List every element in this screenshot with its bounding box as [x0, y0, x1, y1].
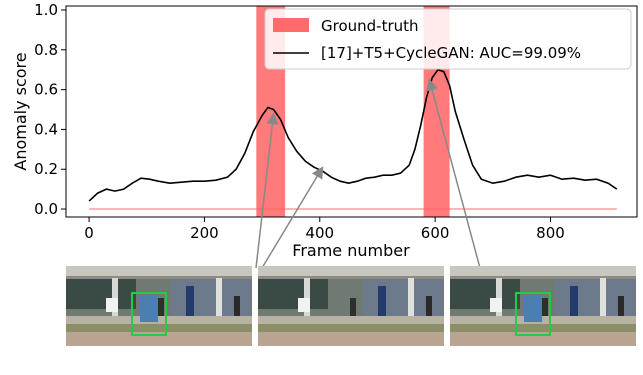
x-axis-label: Frame number — [292, 241, 410, 260]
running-person — [140, 296, 158, 322]
legend-label-series: [17]+T5+CycleGAN: AUC=99.09% — [321, 44, 581, 62]
annotation-arrow-2 — [261, 166, 324, 269]
annotation-arrow-3 — [426, 78, 481, 269]
roof-edge — [258, 276, 444, 279]
detection-box — [515, 292, 551, 336]
paved-ground — [258, 332, 444, 346]
line-layer — [88, 68, 618, 202]
y-tick-label: 1.0 — [34, 1, 58, 19]
walkway — [450, 316, 636, 324]
walkway — [258, 316, 444, 324]
running-person — [524, 296, 542, 322]
pedestrian-1 — [618, 296, 624, 316]
pedestrian-2 — [158, 298, 164, 316]
paved-ground — [66, 332, 252, 346]
pedestrian-1 — [234, 296, 240, 316]
roof-edge — [450, 276, 636, 279]
frame-thumbnail-2 — [258, 266, 444, 346]
y-tick-label: 0.8 — [34, 41, 58, 59]
pedestrian-2 — [350, 298, 356, 316]
y-tick-label: 0.0 — [34, 200, 58, 218]
frame-thumbnail-1 — [66, 266, 252, 346]
dark-area — [450, 279, 520, 309]
detection-box — [131, 292, 167, 336]
walkway — [66, 316, 252, 324]
lawn — [450, 324, 636, 334]
pedestrian-2 — [542, 298, 548, 316]
dark-area — [66, 279, 136, 309]
y-tick-label: 0.6 — [34, 81, 58, 99]
ceiling — [258, 266, 444, 278]
legend-swatch-ground-truth — [273, 18, 309, 32]
lawn — [66, 324, 252, 334]
sign-board — [490, 298, 502, 312]
frame-scene — [450, 266, 636, 346]
ceiling — [450, 266, 636, 278]
legend: Ground-truth [17]+T5+CycleGAN: AUC=99.09% — [264, 8, 632, 70]
roof-edge — [66, 276, 252, 279]
y-axis-label: Anomaly score — [11, 52, 30, 170]
legend-label-ground-truth: Ground-truth — [321, 17, 419, 35]
frame-thumbnail-3 — [450, 266, 636, 346]
x-tick-label: 400 — [305, 224, 334, 242]
sign-board — [298, 298, 310, 312]
annotation-arrows — [255, 78, 481, 269]
sign-board — [106, 298, 118, 312]
x-tick-label: 0 — [84, 224, 94, 242]
pedestrian-1 — [426, 296, 432, 316]
x-tick-label: 600 — [421, 224, 450, 242]
frame-scene — [258, 266, 444, 346]
series-line-1 — [88, 68, 618, 202]
ceiling — [66, 266, 252, 278]
pillar-2 — [408, 278, 414, 318]
plot-frame — [65, 5, 638, 218]
annotation-arrow-1 — [255, 112, 279, 269]
pillar-2 — [216, 278, 222, 318]
y-tick-label: 0.2 — [34, 160, 58, 178]
y-tick-label: 0.4 — [34, 120, 58, 138]
blue-column — [186, 286, 194, 316]
x-tick-label: 800 — [536, 224, 565, 242]
x-tick-label: 200 — [190, 224, 219, 242]
frame-scene — [66, 266, 252, 346]
legend-box — [264, 8, 632, 70]
blue-column — [570, 286, 578, 316]
paved-ground — [450, 332, 636, 346]
pillar-2 — [600, 278, 606, 318]
lawn — [258, 324, 444, 334]
dark-area — [258, 279, 328, 309]
blue-column — [378, 286, 386, 316]
axes-layer: 0 200 400 600 800 0.0 0.2 0.4 0.6 0.8 1.0 Frame num… — [11, 1, 638, 260]
